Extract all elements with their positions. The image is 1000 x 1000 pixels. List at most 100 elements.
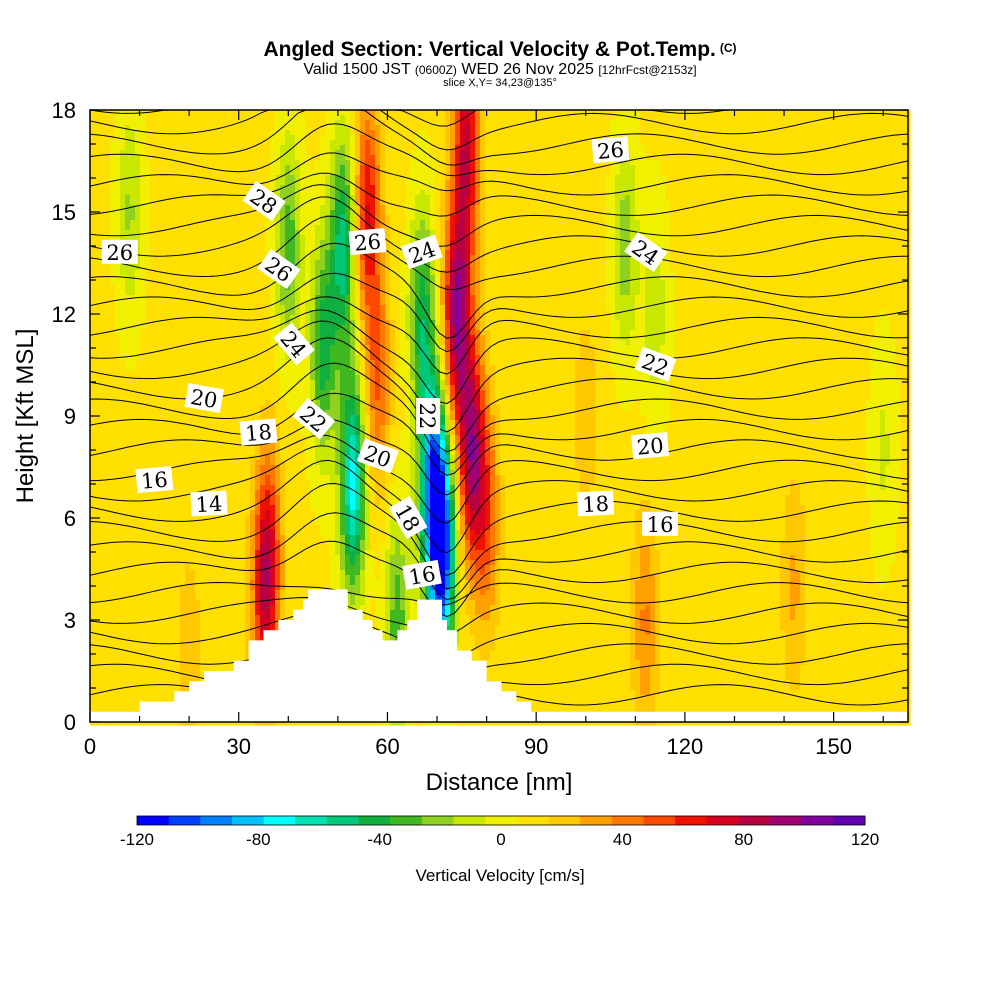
velocity-cell: [235, 205, 241, 211]
velocity-cell: [440, 180, 446, 186]
velocity-cell: [780, 250, 786, 256]
velocity-cell: [145, 205, 151, 211]
velocity-cell: [385, 215, 391, 221]
velocity-cell: [635, 210, 641, 216]
velocity-cell: [780, 180, 786, 186]
velocity-cell: [765, 150, 771, 156]
velocity-cell: [460, 130, 466, 136]
velocity-cell: [845, 180, 851, 186]
velocity-cell: [350, 180, 356, 186]
velocity-cell: [220, 115, 226, 121]
velocity-cell: [290, 200, 296, 206]
velocity-cell: [845, 205, 851, 211]
velocity-cell: [695, 215, 701, 221]
velocity-cell: [635, 175, 641, 181]
velocity-cell: [450, 165, 456, 171]
velocity-cell: [500, 230, 506, 236]
velocity-cell: [525, 170, 531, 176]
velocity-cell: [210, 260, 216, 266]
velocity-cell: [200, 170, 206, 176]
velocity-cell: [345, 205, 351, 211]
velocity-cell: [660, 180, 666, 186]
velocity-cell: [745, 160, 751, 166]
velocity-cell: [315, 230, 321, 236]
velocity-cell: [765, 180, 771, 186]
velocity-cell: [280, 110, 286, 116]
velocity-cell: [445, 235, 451, 241]
velocity-cell: [645, 120, 651, 126]
velocity-cell: [585, 115, 591, 121]
velocity-cell: [395, 145, 401, 151]
velocity-cell: [795, 140, 801, 146]
velocity-cell: [575, 160, 581, 166]
velocity-cell: [300, 150, 306, 156]
velocity-cell: [670, 210, 676, 216]
velocity-cell: [580, 175, 586, 181]
velocity-cell: [745, 155, 751, 161]
velocity-cell: [685, 185, 691, 191]
velocity-cell: [305, 255, 311, 261]
velocity-cell: [350, 120, 356, 126]
velocity-cell: [585, 195, 591, 201]
velocity-cell: [580, 205, 586, 211]
velocity-cell: [510, 240, 516, 246]
velocity-cell: [390, 155, 396, 161]
velocity-cell: [220, 110, 226, 116]
velocity-cell: [620, 245, 626, 251]
velocity-cell: [360, 220, 366, 226]
velocity-cell: [535, 175, 541, 181]
velocity-cell: [670, 200, 676, 206]
velocity-cell: [405, 115, 411, 121]
velocity-cell: [200, 115, 206, 121]
velocity-cell: [715, 225, 721, 231]
velocity-cell: [165, 135, 171, 141]
velocity-cell: [230, 250, 236, 256]
velocity-cell: [460, 160, 466, 166]
velocity-cell: [855, 220, 861, 226]
velocity-cell: [795, 220, 801, 226]
velocity-cell: [490, 150, 496, 156]
velocity-cell: [530, 130, 536, 136]
velocity-cell: [535, 115, 541, 121]
velocity-cell: [450, 135, 456, 141]
velocity-cell: [810, 235, 816, 241]
velocity-cell: [255, 140, 261, 146]
velocity-cell: [515, 160, 521, 166]
velocity-cell: [690, 195, 696, 201]
velocity-cell: [865, 120, 871, 126]
velocity-cell: [580, 225, 586, 231]
velocity-cell: [865, 180, 871, 186]
velocity-cell: [545, 195, 551, 201]
velocity-cell: [315, 215, 321, 221]
velocity-cell: [420, 120, 426, 126]
velocity-cell: [135, 220, 141, 226]
velocity-cell: [655, 130, 661, 136]
velocity-cell: [180, 215, 186, 221]
velocity-cell: [455, 180, 461, 186]
velocity-cell: [785, 160, 791, 166]
velocity-cell: [320, 110, 326, 116]
velocity-cell: [650, 110, 656, 116]
velocity-cell: [190, 110, 196, 116]
velocity-cell: [510, 195, 516, 201]
velocity-cell: [780, 135, 786, 141]
velocity-cell: [135, 260, 141, 266]
velocity-cell: [385, 205, 391, 211]
velocity-cell: [285, 220, 291, 226]
velocity-cell: [750, 175, 756, 181]
velocity-cell: [750, 165, 756, 171]
velocity-cell: [750, 170, 756, 176]
velocity-cell: [600, 200, 606, 206]
velocity-cell: [490, 155, 496, 161]
velocity-cell: [760, 130, 766, 136]
velocity-cell: [420, 165, 426, 171]
velocity-cell: [895, 215, 901, 221]
velocity-cell: [675, 155, 681, 161]
velocity-cell: [175, 120, 181, 126]
velocity-cell: [875, 200, 881, 206]
velocity-cell: [765, 245, 771, 251]
velocity-cell: [330, 140, 336, 146]
velocity-cell: [410, 230, 416, 236]
velocity-cell: [780, 225, 786, 231]
velocity-cell: [235, 190, 241, 196]
